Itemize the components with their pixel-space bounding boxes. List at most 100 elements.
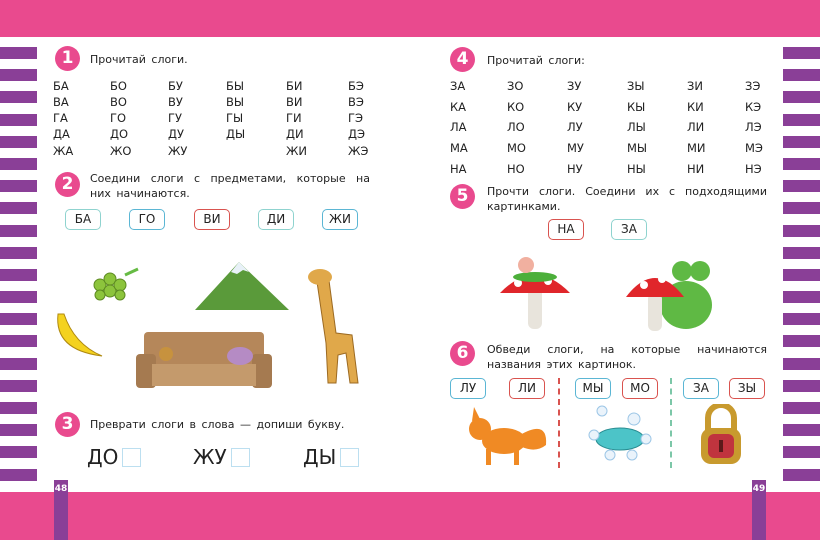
word-blank: ЖУ <box>193 445 250 469</box>
frog-mushroom-image[interactable] <box>626 255 714 335</box>
syllable-button[interactable]: ЖИ <box>322 209 358 230</box>
decorative-stripe <box>0 113 37 126</box>
syllable: ДИ <box>286 127 304 141</box>
decorative-stripe <box>783 224 820 237</box>
right-stripes <box>783 47 820 491</box>
syllable-button[interactable]: ЗЫ <box>729 378 765 399</box>
syllable: ВЭ <box>348 95 364 109</box>
syllable: ЗЭ <box>745 79 761 93</box>
syllable: ДА <box>53 127 70 141</box>
decorative-stripe <box>0 91 37 104</box>
syllable: ВА <box>53 95 69 109</box>
syllable: БО <box>110 79 127 93</box>
caterpillar-mushroom-image[interactable] <box>498 253 572 335</box>
syllable: БЫ <box>226 79 245 93</box>
syllable: ДУ <box>168 127 184 141</box>
syllable: ДО <box>110 127 129 141</box>
lock-image[interactable] <box>698 404 744 466</box>
word-syllable: ЖУ <box>193 445 227 469</box>
syllable-button[interactable]: МЫ <box>575 378 611 399</box>
letter-box[interactable] <box>230 447 250 467</box>
syllable: КЫ <box>627 100 646 114</box>
page-number-right: 49 <box>752 480 766 540</box>
syllable-button[interactable]: ДИ <box>258 209 294 230</box>
grapes-image[interactable] <box>90 263 142 303</box>
syllable-button[interactable]: ЛУ <box>450 378 486 399</box>
page-number-left: 48 <box>54 480 68 540</box>
syllable: ЖЭ <box>348 144 369 158</box>
syllable: НА <box>450 162 467 176</box>
mountain-image[interactable] <box>193 258 291 312</box>
decorative-stripe <box>0 446 37 459</box>
syllable: НИ <box>687 162 705 176</box>
syllable: ВО <box>110 95 127 109</box>
syllable: ГИ <box>286 111 302 125</box>
letter-box[interactable] <box>122 447 142 467</box>
decorative-stripe <box>783 157 820 170</box>
decorative-stripe <box>783 113 820 126</box>
syllable-button[interactable]: МО <box>622 378 658 399</box>
syllable: ЗЫ <box>627 79 645 93</box>
word-blank: ДО <box>87 445 142 469</box>
decorative-stripe <box>783 180 820 193</box>
syllable: ВЫ <box>226 95 245 109</box>
syllable-button[interactable]: ЗА <box>683 378 719 399</box>
syllable: НО <box>507 162 525 176</box>
divider-dashed <box>670 378 672 468</box>
syllable-button[interactable]: ЛИ <box>509 378 545 399</box>
syllable-button[interactable]: БА <box>65 209 101 230</box>
decorative-stripe <box>0 69 37 82</box>
task-number: 5 <box>450 184 475 209</box>
syllable: ГУ <box>168 111 183 125</box>
decorative-stripe <box>783 402 820 414</box>
decorative-stripe <box>0 157 37 170</box>
task-number: 4 <box>450 47 475 72</box>
syllable: ЗИ <box>687 79 703 93</box>
decorative-stripe <box>783 47 820 59</box>
syllable: ЛО <box>507 120 525 134</box>
decorative-stripe <box>783 335 820 348</box>
syllable-button[interactable]: ВИ <box>194 209 230 230</box>
giraffe-image[interactable] <box>302 263 366 389</box>
syllable: БА <box>53 79 69 93</box>
banana-image[interactable] <box>52 310 106 362</box>
decorative-stripe <box>0 424 37 437</box>
syllable-button[interactable]: НА <box>548 219 584 240</box>
syllable: ЛЭ <box>745 120 762 134</box>
syllable: БИ <box>286 79 303 93</box>
syllable: ГА <box>53 111 68 125</box>
syllable: БУ <box>168 79 183 93</box>
decorative-stripe <box>0 379 37 392</box>
decorative-stripe <box>0 357 37 370</box>
decorative-stripe <box>0 402 37 414</box>
task-text: Обведи слоги, на которые начинаются назв… <box>487 343 767 371</box>
word-syllable: ДО <box>87 445 119 469</box>
task-text: Преврати слоги в слова — допиши букву. <box>90 418 345 431</box>
decorative-stripe <box>783 313 820 326</box>
bottom-band <box>0 492 820 540</box>
decorative-stripe <box>0 268 37 281</box>
syllable: ЛУ <box>567 120 583 134</box>
top-band <box>0 0 820 37</box>
syllable: ЗА <box>450 79 466 93</box>
divider-dashed <box>558 378 560 468</box>
syllable: ЖУ <box>168 144 188 158</box>
task-text: Прочитай слоги: <box>487 54 585 67</box>
sofa-image[interactable] <box>136 330 272 394</box>
decorative-stripe <box>783 291 820 304</box>
letter-box[interactable] <box>340 447 360 467</box>
decorative-stripe <box>0 180 37 193</box>
fox-image[interactable] <box>460 405 550 467</box>
syllable: ВИ <box>286 95 303 109</box>
syllable: ГЭ <box>348 111 364 125</box>
syllable-button[interactable]: ЗА <box>611 219 647 240</box>
syllable-button[interactable]: ГО <box>129 209 165 230</box>
soap-image[interactable] <box>588 405 652 463</box>
task-number: 1 <box>55 46 80 71</box>
syllable: НЭ <box>745 162 762 176</box>
syllable: МА <box>450 141 468 155</box>
decorative-stripe <box>0 468 37 481</box>
syllable: МУ <box>567 141 584 155</box>
syllable: БЭ <box>348 79 364 93</box>
left-stripes <box>0 47 37 491</box>
